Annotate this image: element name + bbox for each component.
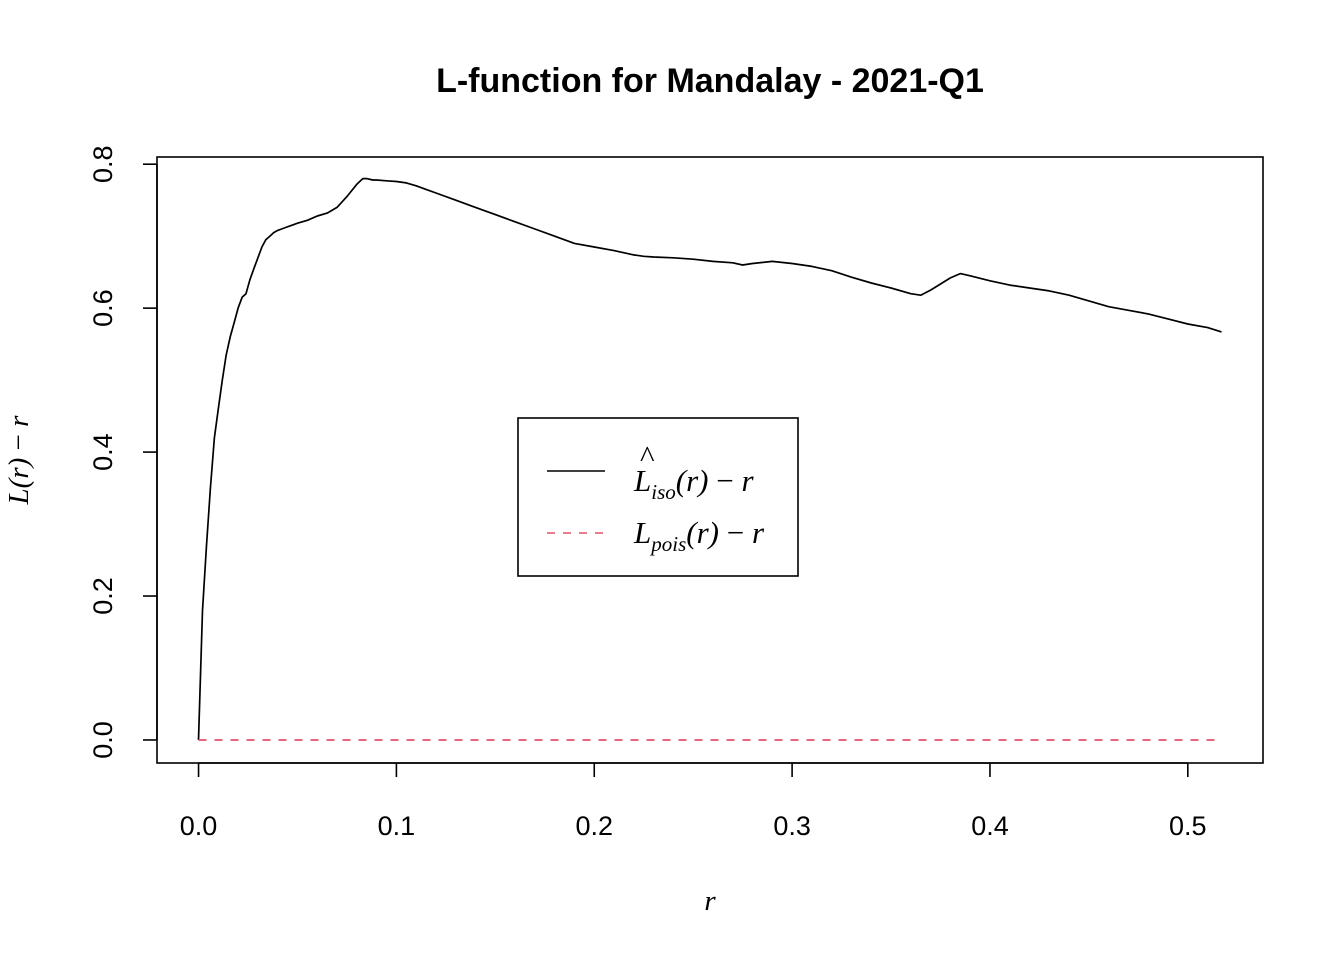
- y-axis: 0.0 0.2 0.4 0.6 0.8: [88, 145, 158, 759]
- x-tick-label: 0.0: [180, 811, 218, 841]
- x-axis: 0.0 0.1 0.2 0.3 0.4 0.5: [180, 762, 1207, 841]
- series-line-1: [197, 177, 1222, 741]
- x-tick-label: 0.4: [971, 811, 1009, 841]
- series-layer: [197, 177, 1222, 741]
- legend: ^ Liso(r) − r Lpois(r) − r: [517, 417, 799, 577]
- legend-box: [517, 417, 799, 577]
- x-tick-label: 0.5: [1169, 811, 1207, 841]
- y-tick-label: 0.0: [88, 721, 118, 759]
- y-tick-label: 0.6: [88, 289, 118, 327]
- x-tick-label: 0.2: [575, 811, 613, 841]
- legend-hat: ^: [640, 439, 655, 474]
- legend-label-series-2: Lpois(r) − r: [633, 515, 765, 556]
- legend-label-series-1: Liso(r) − r: [633, 463, 754, 504]
- x-tick-label: 0.1: [378, 811, 416, 841]
- y-tick-label: 0.8: [88, 145, 118, 183]
- y-axis-label: L(r) − r: [3, 415, 35, 506]
- x-axis-label: r: [704, 885, 716, 917]
- chart-title: L-function for Mandalay - 2021-Q1: [436, 62, 984, 100]
- x-tick-label: 0.3: [773, 811, 811, 841]
- y-tick-label: 0.2: [88, 577, 118, 615]
- y-tick-label: 0.4: [88, 433, 118, 471]
